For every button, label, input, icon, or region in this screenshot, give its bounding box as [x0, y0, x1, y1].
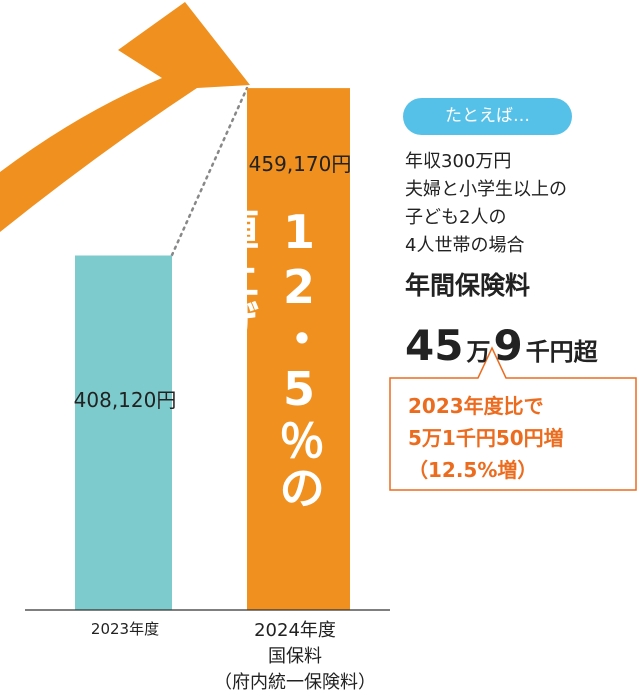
- comparison: 2023年度比で 5万1千円50円増 （12.5%増）: [408, 394, 564, 482]
- premium: 45 万9 千円超: [405, 302, 601, 370]
- connector: [170, 86, 249, 257]
- bar: [247, 88, 350, 610]
- household: 年収300万円 夫婦と小学生以上の 子ども2人の 4人世帯の場合: [405, 151, 567, 256]
- premium-label: 年間保険料: [405, 271, 531, 300]
- premium-part: 千円超: [525, 338, 598, 366]
- value-label: 408,120円: [73, 388, 177, 412]
- example-tag: たとえば…: [403, 98, 572, 135]
- headline: 12・5％の値上げ: [206, 205, 326, 511]
- bar: [75, 255, 172, 611]
- rising-arrow: [0, 2, 250, 232]
- x-tick-label: 2024年度 国保料 （府内統一保険料）: [214, 620, 376, 693]
- premium-part: 9: [493, 321, 523, 370]
- value-label: 459,170円: [248, 152, 352, 176]
- premium-part: 万: [466, 338, 491, 366]
- x-tick-label: 2023年度: [90, 620, 160, 638]
- callout-box: [389, 346, 637, 491]
- premium-part: 45: [405, 321, 464, 370]
